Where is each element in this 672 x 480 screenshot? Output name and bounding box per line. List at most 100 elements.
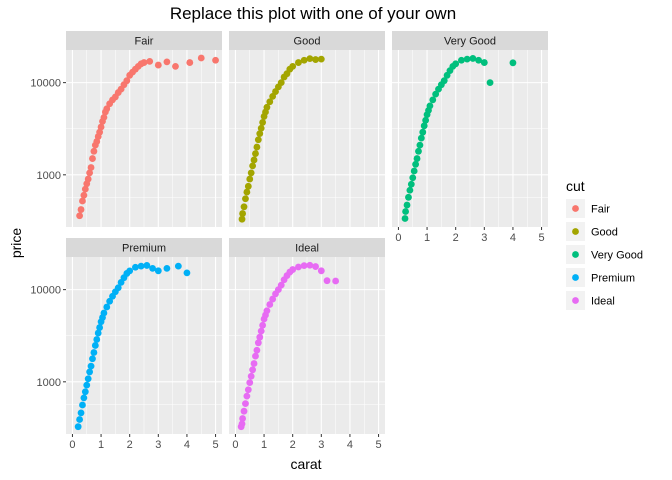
series-ideal [237,261,340,431]
data-point [132,263,139,271]
legend-swatch [572,297,579,304]
data-point [289,62,297,70]
data-point [106,297,114,305]
data-point [240,407,248,415]
y-tick-label: 1000 [37,377,61,389]
data-point [277,281,285,289]
data-point [429,96,437,104]
x-tick-label: 0 [395,232,401,244]
data-point [257,124,265,132]
data-point [417,134,425,142]
data-point [239,415,246,422]
data-point [269,295,277,303]
series-premium [74,262,191,431]
data-point [74,423,82,431]
data-point [79,197,86,205]
legend-label: Premium [591,273,635,285]
y-tick-label: 10000 [30,78,61,90]
data-point [247,372,255,380]
data-point [197,54,205,62]
data-point [100,309,108,317]
data-point [413,155,421,162]
data-point [186,59,194,66]
facet-label: Fair [135,36,154,48]
facet-panel: Fair 1000 10000 [30,31,222,227]
data-point [312,263,319,270]
data-point [244,386,252,394]
data-point [91,342,99,349]
data-point [416,141,424,149]
facet-strip [229,31,385,50]
x-tick-label: 3 [481,232,487,244]
data-point [86,169,94,177]
data-point [90,349,98,356]
data-point [246,379,254,387]
data-point [407,180,415,188]
legend-item: Premium [566,268,635,287]
data-point [405,193,412,201]
data-point [89,355,96,363]
gridlines [66,257,222,434]
data-point [317,267,325,275]
data-point [249,162,257,170]
data-point [143,262,151,269]
data-point [163,264,171,272]
gridlines [229,257,385,434]
data-point [463,55,471,63]
data-point [239,210,246,217]
series-good [238,55,325,223]
y-tick-label: 10000 [30,285,61,297]
facet-strip [66,31,222,50]
legend-swatch [572,251,579,258]
facet-panel: Ideal 0 1 2 3 4 5 [229,238,385,451]
data-point [422,116,430,124]
data-point [426,102,434,110]
data-point [212,56,219,64]
data-point [242,400,249,408]
legend-title: cut [566,178,585,194]
x-tick-label: 4 [184,439,190,451]
gridlines [229,50,385,227]
data-point [263,103,271,111]
data-point [154,267,162,275]
x-tick-label: 0 [69,439,75,451]
data-point [259,119,267,126]
facet-strip [392,31,548,50]
facet-label: Ideal [295,243,319,255]
data-point [86,368,94,376]
x-tick-label: 3 [155,439,161,451]
data-point [323,277,331,285]
data-point [300,56,308,64]
data-point [277,79,285,87]
legend: cut Fair Good Very Good Premium Ideal [566,178,643,310]
x-tick-label: 2 [453,232,459,244]
legend-item: Very Good [566,245,643,264]
data-point [401,215,409,222]
data-point [79,401,86,409]
facet-panel: Premium 1000 10000 0 1 2 3 4 5 [30,238,222,451]
legend-swatch [572,228,579,235]
x-tick-label: 5 [212,439,218,451]
legend-item: Ideal [566,291,615,310]
data-point [250,156,258,164]
data-point [254,136,262,144]
facet-label: Very Good [444,36,496,48]
data-point [306,261,314,269]
data-point [452,60,460,68]
x-tick-label: 5 [538,232,544,244]
x-tick-label: 5 [375,439,381,451]
data-point [244,182,252,190]
data-point [77,206,85,213]
data-point [295,59,302,66]
data-point [332,277,340,285]
y-axis-title: price [8,228,24,259]
data-point [300,262,308,270]
data-point [81,388,89,396]
data-point [256,333,264,341]
data-point [242,195,249,203]
data-point [509,59,517,67]
data-point [90,147,98,155]
data-point [409,174,417,182]
data-point [80,191,88,199]
